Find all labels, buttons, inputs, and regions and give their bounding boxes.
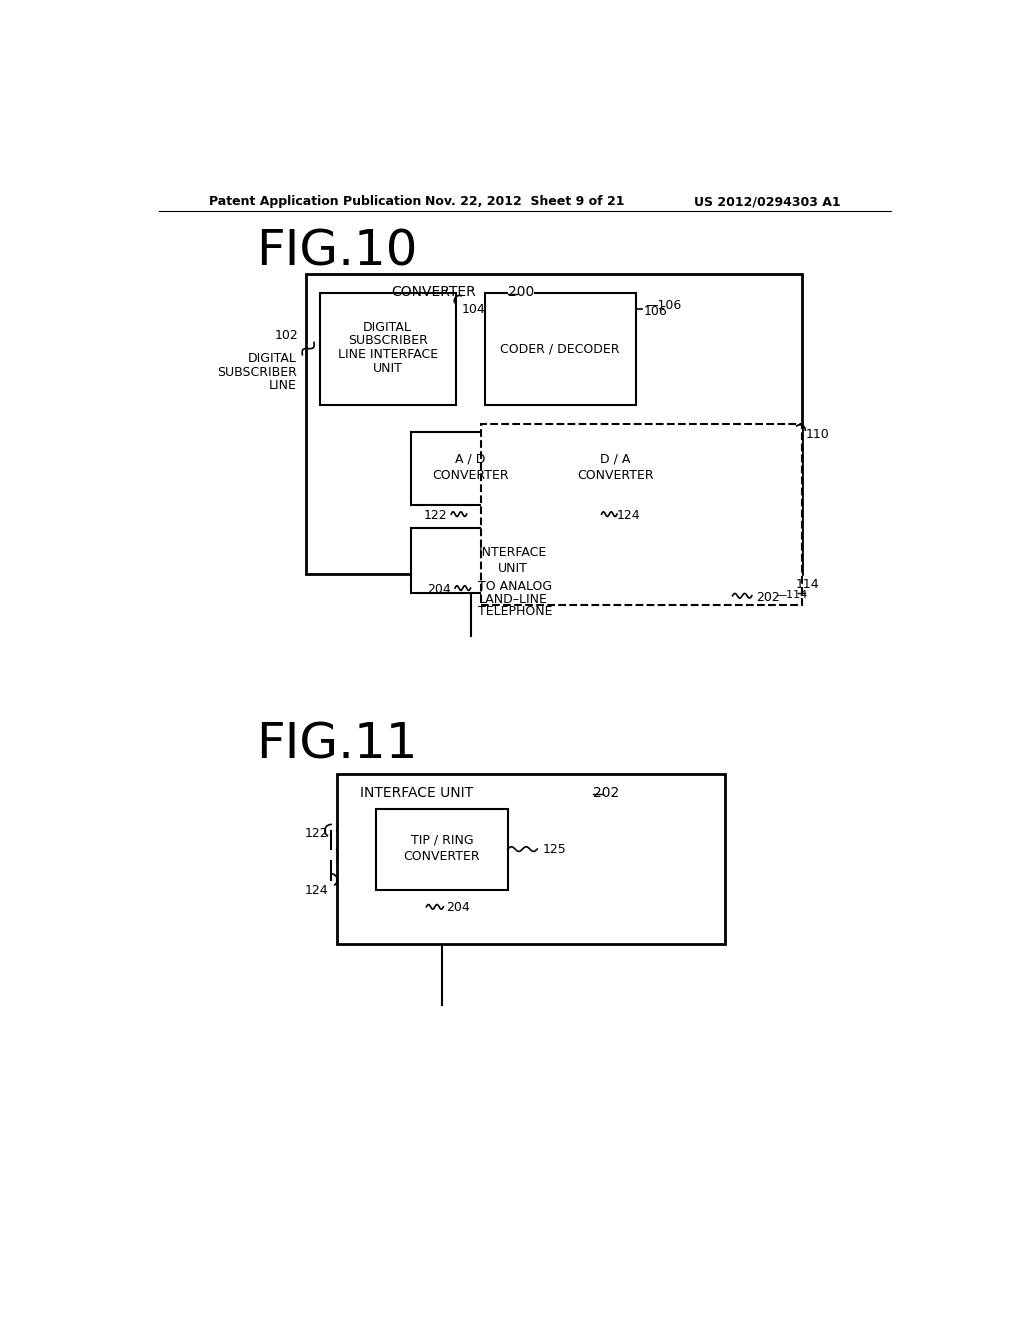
Text: TIP / RING: TIP / RING	[411, 833, 473, 846]
Text: INTERFACE UNIT: INTERFACE UNIT	[360, 785, 474, 800]
Text: UNIT: UNIT	[499, 561, 528, 574]
Text: LINE INTERFACE: LINE INTERFACE	[338, 348, 437, 362]
Text: CONVERTER: CONVERTER	[578, 469, 653, 482]
Text: 122: 122	[304, 826, 328, 840]
Text: 124: 124	[304, 884, 328, 896]
Text: 204: 204	[445, 902, 469, 915]
Text: 202: 202	[593, 785, 620, 800]
Text: 200: 200	[508, 285, 534, 300]
Text: LINE: LINE	[269, 379, 297, 392]
Bar	[337, 775, 725, 944]
Text: 110: 110	[806, 428, 829, 441]
Text: —106: —106	[645, 300, 681, 313]
Text: Patent Application Publication: Patent Application Publication	[209, 195, 422, 209]
Bar	[484, 293, 636, 405]
Text: 202: 202	[756, 591, 779, 605]
Text: A / D: A / D	[456, 453, 485, 465]
Text: FIG.11: FIG.11	[256, 721, 418, 768]
Bar	[411, 528, 616, 594]
Bar	[376, 809, 508, 890]
Text: 114: 114	[796, 578, 819, 591]
Text: UNIT: UNIT	[373, 362, 402, 375]
Text: —114: —114	[775, 590, 807, 599]
Text: D / A: D / A	[600, 453, 631, 465]
Text: INTERFACE: INTERFACE	[479, 546, 547, 560]
Text: 102: 102	[274, 330, 299, 342]
Text: Nov. 22, 2012  Sheet 9 of 21: Nov. 22, 2012 Sheet 9 of 21	[425, 195, 625, 209]
Bar	[306, 275, 802, 574]
Text: CODER / DECODER: CODER / DECODER	[500, 342, 620, 355]
Text: DIGITAL: DIGITAL	[248, 352, 297, 366]
Text: 125: 125	[543, 842, 566, 855]
Text: US 2012/0294303 A1: US 2012/0294303 A1	[694, 195, 841, 209]
Text: 122: 122	[424, 508, 447, 521]
Text: CONVERTER: CONVERTER	[403, 850, 480, 863]
Text: TO ANALOG: TO ANALOG	[478, 581, 552, 594]
Text: 204: 204	[427, 583, 452, 597]
Text: CONVERTER: CONVERTER	[391, 285, 476, 300]
Text: DIGITAL: DIGITAL	[364, 321, 412, 334]
Bar	[321, 293, 456, 405]
Bar	[411, 432, 531, 506]
Text: 104: 104	[461, 304, 485, 317]
Text: TELEPHONE: TELEPHONE	[478, 605, 553, 618]
Text: 124: 124	[617, 508, 641, 521]
Text: FIG.10: FIG.10	[256, 227, 418, 276]
Bar	[480, 424, 802, 605]
Text: CONVERTER: CONVERTER	[432, 469, 509, 482]
Text: SUBSCRIBER: SUBSCRIBER	[348, 334, 428, 347]
Text: SUBSCRIBER: SUBSCRIBER	[217, 366, 297, 379]
Text: LAND–LINE: LAND–LINE	[478, 593, 547, 606]
Text: 106: 106	[643, 305, 667, 318]
Bar	[556, 432, 676, 506]
